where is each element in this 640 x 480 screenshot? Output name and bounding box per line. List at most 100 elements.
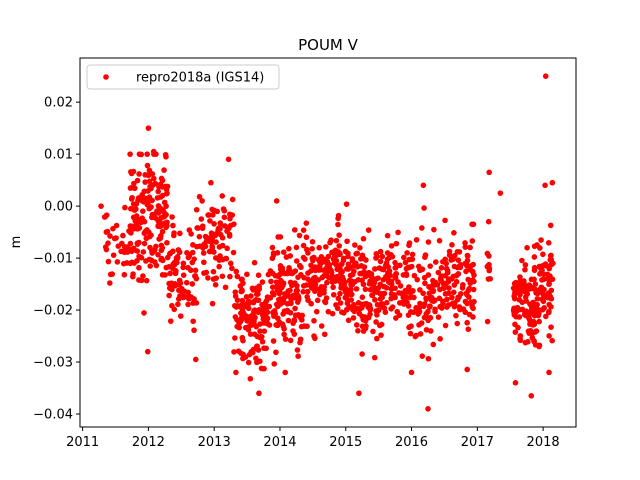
y-axis-label: m: [9, 236, 24, 249]
data-point: [519, 257, 525, 264]
data-point: [98, 203, 104, 209]
data-point: [318, 323, 325, 329]
data-point: [312, 267, 319, 274]
data-point: [232, 289, 239, 295]
data-point: [362, 286, 369, 293]
data-point: [286, 245, 292, 252]
data-point: [269, 284, 276, 290]
data-point: [185, 254, 192, 261]
data-point: [193, 300, 200, 306]
x-tick-label: 2017: [461, 435, 494, 450]
data-point: [407, 330, 414, 337]
data-point: [534, 301, 540, 308]
data-point: [164, 223, 170, 229]
data-point: [272, 272, 279, 279]
data-point: [546, 333, 552, 339]
data-point: [531, 264, 538, 271]
data-point: [363, 323, 369, 329]
data-point: [290, 269, 297, 276]
data-point: [163, 203, 169, 209]
data-point: [360, 328, 367, 334]
data-point: [324, 279, 330, 286]
data-point: [516, 296, 523, 303]
data-point: [279, 265, 286, 271]
data-point: [150, 175, 157, 182]
data-point: [432, 297, 438, 304]
data-point: [258, 365, 265, 372]
x-tick-label: 2015: [329, 435, 362, 450]
data-point: [468, 299, 474, 305]
data-point: [274, 287, 281, 293]
data-point: [260, 312, 266, 318]
data-point: [131, 214, 137, 221]
data-point: [274, 250, 281, 256]
data-point: [426, 304, 433, 310]
data-point: [200, 245, 206, 251]
data-point: [282, 336, 289, 342]
data-point: [436, 295, 443, 302]
data-point: [193, 275, 200, 282]
x-axis: 2011 2012 2013 2014 2015 2016 2017 2018: [66, 427, 560, 450]
data-point: [198, 216, 205, 222]
data-point: [368, 271, 375, 277]
data-point: [442, 322, 449, 329]
data-point: [422, 252, 429, 258]
data-point: [121, 271, 128, 278]
data-point: [134, 177, 141, 184]
data-point: [317, 263, 323, 269]
data-point: [166, 280, 172, 287]
data-point: [369, 292, 376, 299]
data-point: [245, 359, 252, 366]
data-point: [443, 260, 450, 267]
data-point: [344, 238, 350, 245]
data-point: [350, 305, 357, 312]
data-point: [521, 288, 528, 295]
x-tick-label: 2012: [132, 435, 165, 450]
data-point: [409, 251, 416, 258]
data-point: [300, 242, 307, 249]
data-point: [296, 262, 303, 269]
data-point: [336, 232, 342, 238]
data-point: [450, 289, 457, 296]
data-point: [169, 214, 175, 220]
data-point: [318, 283, 325, 290]
data-point: [339, 268, 345, 275]
data-point: [440, 300, 446, 307]
data-point: [321, 258, 328, 265]
data-point: [147, 263, 154, 269]
data-point: [356, 390, 362, 397]
data-point: [307, 278, 314, 284]
data-point: [221, 214, 228, 221]
data-point: [271, 291, 277, 298]
data-point: [210, 276, 217, 282]
data-point: [276, 271, 283, 278]
data-point: [311, 317, 317, 324]
data-point: [308, 262, 314, 269]
data-point: [140, 249, 147, 255]
data-point: [174, 254, 181, 260]
data-point: [464, 253, 471, 259]
data-point: [471, 272, 477, 278]
data-point: [231, 349, 237, 355]
data-point: [211, 221, 217, 227]
data-point: [355, 328, 361, 334]
data-point: [269, 244, 276, 251]
x-tick-label: 2013: [198, 435, 231, 450]
data-point: [437, 336, 443, 342]
data-point: [224, 228, 230, 234]
data-point: [196, 193, 203, 200]
data-point: [539, 296, 545, 303]
data-point: [370, 328, 376, 335]
data-point: [375, 307, 382, 314]
data-point: [432, 279, 439, 286]
x-tick-label: 2014: [263, 435, 296, 450]
data-point: [143, 277, 150, 284]
data-point: [408, 323, 414, 329]
data-point: [451, 303, 458, 310]
data-point: [268, 278, 274, 285]
data-point: [329, 279, 336, 285]
data-point: [372, 276, 379, 282]
data-point: [284, 308, 291, 315]
data-point: [537, 245, 543, 251]
data-point: [417, 331, 424, 337]
